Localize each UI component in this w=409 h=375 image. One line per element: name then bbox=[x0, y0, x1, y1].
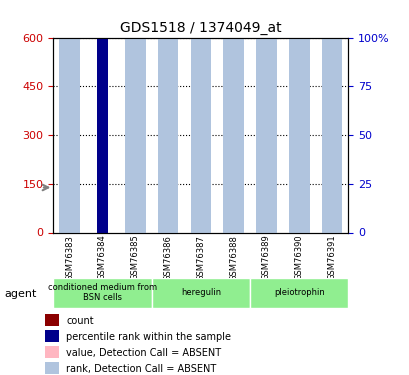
Bar bbox=[190, 0, 211, 232]
Text: conditioned medium from
BSN cells: conditioned medium from BSN cells bbox=[48, 283, 157, 302]
Bar bbox=[321, 168, 342, 232]
Text: GSM76388: GSM76388 bbox=[229, 235, 238, 280]
Text: pleiotrophin: pleiotrophin bbox=[273, 288, 324, 297]
Bar bbox=[190, 154, 211, 232]
Text: percentile rank within the sample: percentile rank within the sample bbox=[66, 332, 231, 342]
Bar bbox=[256, 0, 276, 232]
Bar bbox=[59, 125, 80, 232]
Bar bbox=[125, 0, 145, 232]
FancyBboxPatch shape bbox=[249, 278, 348, 308]
Bar bbox=[97, 0, 108, 232]
Bar bbox=[288, 0, 309, 232]
Title: GDS1518 / 1374049_at: GDS1518 / 1374049_at bbox=[120, 21, 281, 35]
Bar bbox=[223, 130, 243, 232]
Bar bbox=[157, 0, 178, 232]
Text: agent: agent bbox=[4, 290, 36, 299]
Text: GSM76386: GSM76386 bbox=[163, 235, 172, 280]
Text: GSM76383: GSM76383 bbox=[65, 235, 74, 280]
Bar bbox=[45, 314, 59, 326]
Text: GSM76385: GSM76385 bbox=[130, 235, 139, 280]
Bar bbox=[157, 158, 178, 232]
FancyBboxPatch shape bbox=[53, 278, 151, 308]
Text: value, Detection Call = ABSENT: value, Detection Call = ABSENT bbox=[66, 348, 221, 358]
FancyBboxPatch shape bbox=[151, 278, 249, 308]
Text: GSM76391: GSM76391 bbox=[327, 235, 336, 280]
Bar bbox=[256, 124, 276, 232]
Text: GSM76390: GSM76390 bbox=[294, 235, 303, 280]
Bar bbox=[223, 0, 243, 232]
Text: rank, Detection Call = ABSENT: rank, Detection Call = ABSENT bbox=[66, 364, 216, 374]
Bar bbox=[97, 145, 108, 232]
Text: count: count bbox=[66, 316, 94, 326]
Bar bbox=[125, 134, 145, 232]
Bar bbox=[45, 346, 59, 358]
Text: GSM76387: GSM76387 bbox=[196, 235, 205, 280]
Text: GSM76384: GSM76384 bbox=[98, 235, 107, 280]
Bar bbox=[59, 0, 80, 232]
Text: heregulin: heregulin bbox=[180, 288, 220, 297]
Bar bbox=[321, 0, 342, 232]
Bar bbox=[45, 362, 59, 374]
Text: GSM76389: GSM76389 bbox=[261, 235, 270, 280]
Bar bbox=[45, 330, 59, 342]
